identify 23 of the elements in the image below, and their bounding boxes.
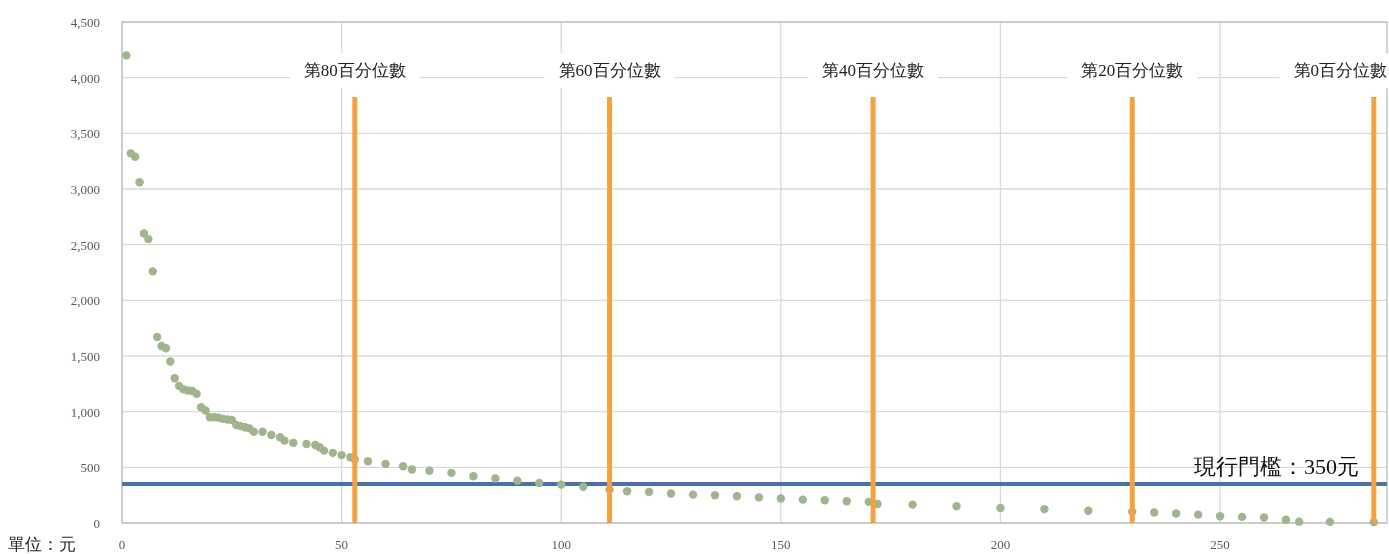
ref-line-label: 第60百分位數 (558, 61, 661, 80)
y-tick-label: 500 (80, 460, 100, 476)
ref-line-label: 第0百分位數 (1293, 61, 1387, 80)
x-tick-label: 250 (1210, 537, 1230, 552)
y-tick-label: 3,500 (70, 126, 100, 142)
y-tick-label: 0 (93, 516, 100, 531)
ref-line-label: 第20百分位數 (1081, 61, 1184, 80)
x-tick-label: 0 (118, 537, 126, 552)
y-tick-label: 2,500 (70, 237, 100, 253)
text: 單位：元 (8, 535, 76, 554)
y-tick-label: 2,000 (70, 293, 100, 309)
y-tick-label: 1,500 (70, 349, 100, 364)
y-tick-label: 4,500 (70, 15, 100, 30)
y-tick-label: 4,000 (70, 70, 100, 86)
x-tick-label: 100 (551, 537, 571, 552)
x-tick-label: 150 (771, 537, 791, 552)
x-tick-label: 200 (990, 537, 1011, 552)
ref-line-label: 第40百分位數 (822, 61, 925, 80)
y-tick-label: 3,000 (70, 182, 100, 197)
y-tick-label: 1,000 (70, 404, 100, 420)
ref-line-label: 第80百分位數 (303, 61, 406, 80)
ref-line-label: 現行門檻：350元 (1194, 454, 1359, 480)
x-tick-label: 50 (335, 537, 349, 552)
